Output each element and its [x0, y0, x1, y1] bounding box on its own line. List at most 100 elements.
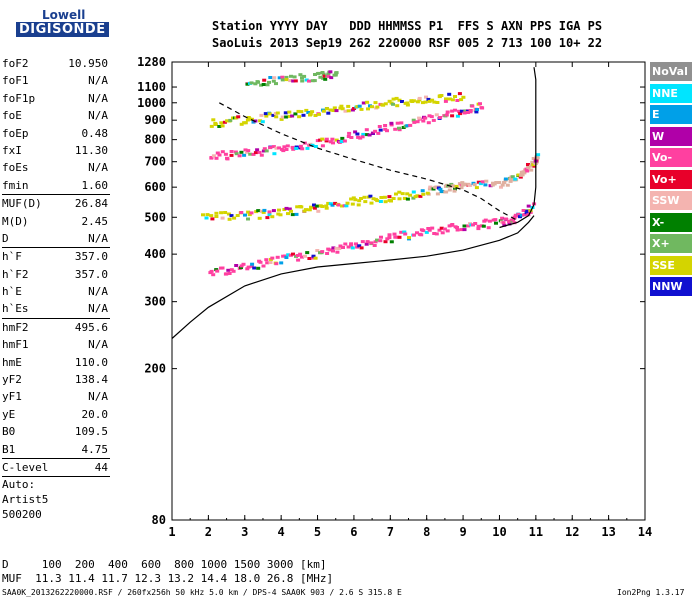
echo-point — [435, 101, 440, 104]
echo-point — [358, 136, 363, 140]
echo-point — [536, 153, 541, 157]
echo-point — [293, 112, 298, 116]
param-value: 11.30 — [74, 143, 108, 157]
echo-point — [483, 218, 488, 222]
echo-point — [243, 213, 247, 217]
echo-point — [468, 109, 473, 112]
echo-point — [382, 195, 387, 199]
param-separator — [2, 247, 110, 249]
param-row: M(D) 2.45 — [2, 213, 110, 230]
echo-point — [290, 114, 295, 118]
echo-point — [431, 118, 436, 122]
echo-point — [261, 83, 266, 86]
echo-point — [246, 265, 251, 269]
echo-point — [412, 233, 416, 237]
echo-point — [342, 139, 347, 143]
echo-point — [450, 184, 455, 188]
echo-point — [346, 245, 351, 249]
echo-point — [233, 150, 238, 154]
echo-point — [229, 150, 234, 153]
echo-point — [391, 97, 396, 101]
echo-point — [310, 110, 315, 114]
echo-point — [424, 95, 428, 99]
echo-point — [286, 253, 291, 257]
echo-point — [210, 217, 215, 221]
param-value: N/A — [88, 74, 108, 88]
param-value: N/A — [88, 91, 108, 105]
echo-point — [259, 153, 264, 157]
param-value: N/A — [88, 285, 108, 299]
echo-point — [423, 100, 428, 104]
echo-point — [337, 247, 342, 250]
echo-point — [472, 183, 477, 187]
echo-point — [421, 119, 426, 123]
echo-point — [315, 139, 320, 143]
echo-point — [466, 224, 471, 228]
echo-point — [284, 78, 289, 82]
echo-point — [395, 121, 400, 125]
echo-point — [504, 217, 508, 221]
echo-point — [411, 118, 416, 122]
echo-point — [424, 230, 429, 234]
muf-value-row: MUF 11.3 11.4 11.7 12.3 13.2 14.4 18.0 2… — [2, 572, 334, 585]
echo-point — [229, 153, 234, 157]
echo-point — [294, 212, 299, 216]
echo-point — [247, 117, 252, 121]
echo-point — [407, 236, 411, 240]
param-row: hmF2 495.6 — [2, 319, 110, 336]
echo-point — [381, 103, 386, 107]
echo-point — [522, 171, 527, 175]
echo-point — [457, 92, 462, 96]
echo-point — [479, 106, 484, 110]
echo-point — [478, 182, 483, 186]
echo-point — [426, 97, 431, 101]
echo-point — [478, 102, 482, 106]
echo-point — [356, 203, 361, 207]
echo-point — [444, 113, 449, 117]
echo-point — [284, 206, 289, 210]
echo-point — [420, 189, 425, 193]
echo-point — [223, 152, 228, 156]
echo-point — [397, 98, 402, 102]
echo-point — [214, 211, 219, 215]
echo-point — [405, 197, 410, 201]
y-tick-label: 900 — [144, 113, 166, 127]
echo-point — [392, 232, 397, 236]
echo-point — [287, 207, 292, 211]
echo-point — [435, 192, 440, 196]
echo-point — [393, 235, 398, 239]
echo-point — [405, 101, 410, 105]
echo-point — [447, 224, 452, 228]
param-row: h`F2 357.0 — [2, 266, 110, 283]
echo-point — [313, 73, 317, 76]
plot-frame — [171, 61, 646, 521]
echo-point — [284, 75, 289, 79]
param-label: h`F2 — [2, 267, 29, 281]
legend-entry: Vo+ — [650, 169, 692, 189]
echo-point — [267, 210, 272, 214]
echo-point — [313, 114, 318, 117]
param-separator — [2, 457, 110, 459]
echo-point — [500, 216, 505, 220]
echo-point — [461, 95, 466, 99]
echo-point — [344, 204, 349, 208]
echo-point — [317, 112, 321, 116]
echo-point — [508, 177, 513, 181]
echo-point — [292, 75, 297, 79]
echo-point — [373, 240, 378, 244]
echo-point — [312, 203, 316, 207]
echo-point — [291, 147, 296, 151]
echo-point — [450, 223, 455, 226]
echo-point — [361, 132, 366, 136]
echo-point — [312, 79, 317, 83]
param-row: B0 109.5 — [2, 423, 110, 440]
echo-point — [395, 104, 400, 108]
echo-point — [301, 113, 306, 117]
echo-point — [215, 269, 220, 273]
echo-point — [510, 175, 515, 179]
echo-point — [520, 173, 525, 177]
legend-entry: X- — [650, 212, 692, 232]
x-tick-label: 10 — [492, 525, 506, 539]
echo-point — [251, 152, 256, 156]
